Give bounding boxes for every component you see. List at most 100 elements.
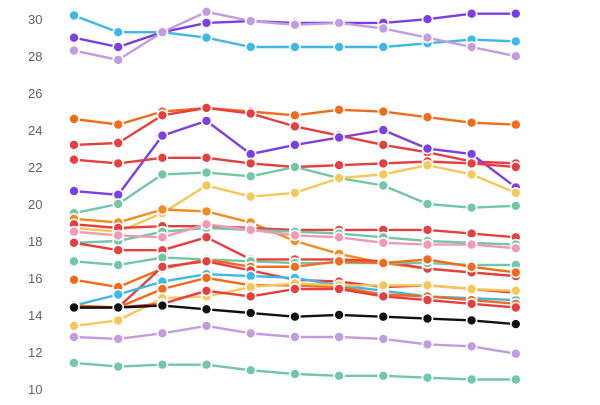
data-point[interactable]: [465, 283, 478, 295]
data-point[interactable]: [289, 260, 301, 273]
data-point[interactable]: [244, 327, 257, 340]
data-point[interactable]: [200, 166, 213, 179]
data-point[interactable]: [68, 357, 80, 369]
data-point[interactable]: [200, 218, 213, 231]
data-point[interactable]: [112, 244, 124, 256]
data-point[interactable]: [465, 340, 478, 353]
data-point[interactable]: [200, 205, 213, 218]
data-point[interactable]: [421, 253, 434, 266]
data-point[interactable]: [68, 31, 80, 44]
data-point[interactable]: [156, 109, 169, 122]
data-point[interactable]: [200, 272, 213, 284]
data-point[interactable]: [509, 118, 522, 131]
data-point[interactable]: [377, 157, 390, 170]
data-point[interactable]: [509, 318, 522, 330]
data-point[interactable]: [156, 203, 169, 216]
data-point[interactable]: [200, 358, 213, 371]
data-point[interactable]: [289, 310, 301, 323]
data-point[interactable]: [289, 18, 301, 31]
data-point[interactable]: [156, 168, 169, 181]
data-point[interactable]: [112, 259, 124, 271]
data-point[interactable]: [200, 284, 213, 297]
data-point[interactable]: [68, 44, 80, 57]
data-point[interactable]: [289, 161, 301, 173]
data-point[interactable]: [333, 104, 345, 116]
data-point[interactable]: [377, 179, 390, 192]
data-point[interactable]: [333, 369, 345, 382]
data-point[interactable]: [200, 255, 213, 268]
data-point[interactable]: [156, 299, 169, 312]
data-point[interactable]: [465, 260, 478, 273]
data-point[interactable]: [289, 109, 301, 122]
data-point[interactable]: [112, 360, 124, 373]
data-point[interactable]: [289, 331, 301, 343]
data-point[interactable]: [244, 224, 257, 236]
data-point[interactable]: [289, 283, 301, 295]
data-point[interactable]: [421, 31, 434, 44]
data-point[interactable]: [244, 107, 257, 120]
data-point[interactable]: [156, 152, 169, 164]
data-point[interactable]: [112, 118, 124, 131]
data-point[interactable]: [509, 347, 522, 360]
data-point[interactable]: [333, 159, 345, 171]
data-point[interactable]: [68, 237, 80, 249]
data-point[interactable]: [465, 314, 478, 327]
data-point[interactable]: [200, 320, 213, 332]
data-point[interactable]: [244, 15, 257, 27]
data-point[interactable]: [112, 333, 124, 345]
data-point[interactable]: [421, 238, 434, 251]
data-point[interactable]: [377, 257, 390, 269]
data-point[interactable]: [421, 371, 434, 384]
data-point[interactable]: [333, 283, 345, 295]
data-point[interactable]: [377, 237, 390, 249]
data-point[interactable]: [112, 26, 124, 39]
data-point[interactable]: [112, 54, 124, 66]
data-point[interactable]: [68, 320, 80, 332]
data-point[interactable]: [68, 185, 80, 197]
data-point[interactable]: [421, 13, 434, 26]
data-point[interactable]: [509, 373, 522, 386]
data-point[interactable]: [377, 168, 390, 181]
data-point[interactable]: [112, 288, 124, 301]
data-point[interactable]: [465, 238, 478, 251]
data-point[interactable]: [421, 159, 434, 171]
data-point[interactable]: [68, 9, 80, 22]
data-point[interactable]: [156, 358, 169, 371]
data-point[interactable]: [112, 41, 124, 53]
data-point[interactable]: [156, 129, 169, 142]
data-point[interactable]: [509, 301, 522, 314]
data-point[interactable]: [68, 301, 80, 314]
data-point[interactable]: [509, 187, 522, 199]
data-point[interactable]: [289, 229, 301, 242]
data-point[interactable]: [377, 124, 390, 136]
data-point[interactable]: [509, 200, 522, 212]
data-point[interactable]: [68, 273, 80, 286]
data-point[interactable]: [244, 364, 257, 377]
data-point[interactable]: [200, 179, 213, 192]
data-point[interactable]: [200, 231, 213, 244]
data-point[interactable]: [112, 137, 124, 149]
data-point[interactable]: [333, 331, 345, 343]
data-point[interactable]: [112, 198, 124, 210]
data-point[interactable]: [333, 131, 345, 144]
data-point[interactable]: [244, 290, 257, 303]
data-point[interactable]: [377, 139, 390, 151]
data-point[interactable]: [377, 333, 390, 345]
data-point[interactable]: [244, 157, 257, 170]
data-point[interactable]: [156, 231, 169, 244]
data-point[interactable]: [465, 157, 478, 170]
data-point[interactable]: [377, 105, 390, 118]
data-point[interactable]: [465, 116, 478, 129]
data-point[interactable]: [200, 17, 213, 29]
data-point[interactable]: [377, 369, 390, 382]
data-point[interactable]: [112, 229, 124, 242]
data-point[interactable]: [333, 41, 345, 53]
data-point[interactable]: [509, 284, 522, 297]
data-point[interactable]: [509, 7, 522, 20]
data-point[interactable]: [200, 6, 213, 18]
data-point[interactable]: [465, 201, 478, 214]
data-point[interactable]: [509, 35, 522, 48]
data-point[interactable]: [244, 170, 257, 183]
data-point[interactable]: [112, 301, 124, 314]
data-point[interactable]: [68, 225, 80, 238]
